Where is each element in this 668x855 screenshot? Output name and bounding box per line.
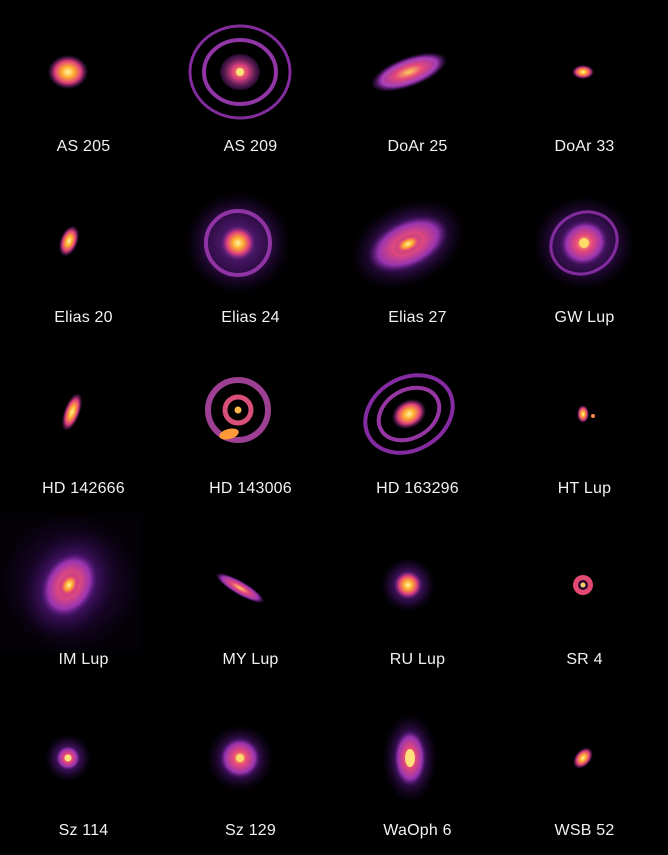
disk-cell: GW Lup bbox=[501, 171, 668, 342]
disk-image bbox=[573, 747, 593, 769]
disk-cell: Elias 24 bbox=[167, 171, 334, 342]
disk-image bbox=[58, 225, 80, 257]
disk-cell: WaOph 6 bbox=[334, 684, 501, 855]
disk-image bbox=[206, 724, 274, 792]
disk-label: GW Lup bbox=[554, 309, 615, 326]
disk-image bbox=[48, 55, 88, 89]
disk-image bbox=[532, 195, 636, 291]
disk-label: WSB 52 bbox=[554, 822, 615, 839]
disk-cell: HD 142666 bbox=[0, 342, 167, 513]
disk-cell: Elias 27 bbox=[334, 171, 501, 342]
disk-label: AS 205 bbox=[56, 138, 111, 155]
disk-label: HD 143006 bbox=[209, 480, 292, 497]
disk-label: HD 142666 bbox=[42, 480, 125, 497]
disk-label: Elias 27 bbox=[388, 309, 447, 326]
disk-cell: DoAr 25 bbox=[334, 0, 501, 171]
disk-cell: Sz 114 bbox=[0, 684, 167, 855]
disk-image bbox=[215, 572, 265, 604]
disk-label: DoAr 25 bbox=[387, 138, 448, 155]
disk-cell: HD 143006 bbox=[167, 342, 334, 513]
disk-cell: HT Lup bbox=[501, 342, 668, 513]
disk-image bbox=[184, 191, 292, 295]
disk-label: MY Lup bbox=[222, 651, 279, 668]
disk-cell: Elias 20 bbox=[0, 171, 167, 342]
disk-label: SR 4 bbox=[566, 651, 603, 668]
disk-label: Elias 20 bbox=[54, 309, 113, 326]
disk-label: HT Lup bbox=[557, 480, 612, 497]
disk-cell: SR 4 bbox=[501, 513, 668, 684]
disk-label: Elias 24 bbox=[221, 309, 280, 326]
disk-cell: IM Lup bbox=[0, 513, 167, 684]
disk-image bbox=[188, 24, 292, 120]
disk-cell: RU Lup bbox=[334, 513, 501, 684]
disk-label: RU Lup bbox=[389, 651, 446, 668]
disk-image bbox=[363, 373, 455, 455]
disk-image bbox=[577, 405, 595, 423]
disk-image bbox=[44, 734, 92, 782]
disk-cell: WSB 52 bbox=[501, 684, 668, 855]
disk-label: Sz 129 bbox=[224, 822, 276, 839]
disk-cell: MY Lup bbox=[167, 513, 334, 684]
disk-label: AS 209 bbox=[223, 138, 278, 155]
disk-image bbox=[572, 65, 594, 79]
disk-image bbox=[371, 52, 447, 92]
disk-cell: HD 163296 bbox=[334, 342, 501, 513]
disk-cell: AS 209 bbox=[167, 0, 334, 171]
disk-image bbox=[349, 197, 467, 291]
disk-label: DoAr 33 bbox=[554, 138, 615, 155]
disk-image bbox=[380, 557, 436, 613]
disk-label: HD 163296 bbox=[376, 480, 459, 497]
disk-image bbox=[573, 575, 593, 595]
disk-cell: DoAr 33 bbox=[501, 0, 668, 171]
disk-label: WaOph 6 bbox=[383, 822, 452, 839]
disk-cell: AS 205 bbox=[0, 0, 167, 171]
disk-image bbox=[205, 377, 271, 443]
disk-image bbox=[0, 513, 142, 653]
disk-image bbox=[61, 393, 83, 431]
disk-image bbox=[382, 712, 438, 804]
disk-cell: Sz 129 bbox=[167, 684, 334, 855]
disk-label: Sz 114 bbox=[58, 822, 109, 839]
disk-label: IM Lup bbox=[58, 651, 109, 668]
